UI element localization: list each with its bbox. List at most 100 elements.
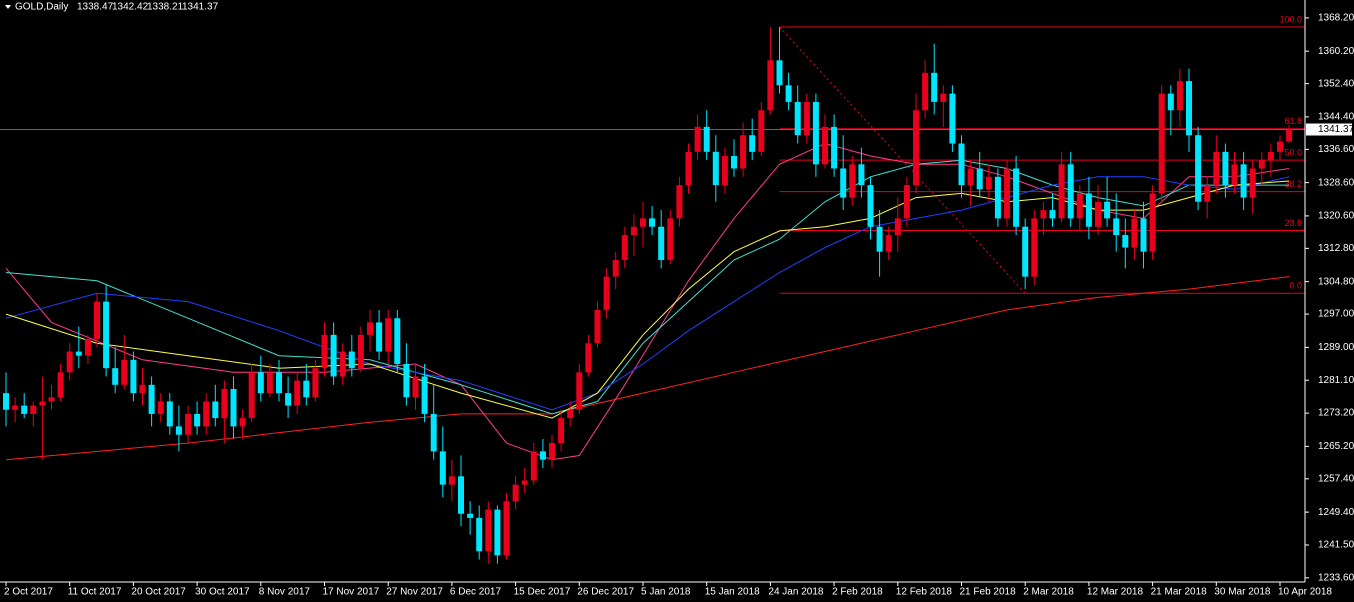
candle-body	[731, 156, 737, 169]
candle-body	[294, 380, 301, 406]
fib-level-label: 23.6	[1284, 218, 1302, 228]
x-tick-label: 21 Feb 2018	[960, 587, 1017, 598]
candle-body	[1076, 193, 1083, 219]
fib-level-label: 0.0	[1289, 281, 1302, 291]
y-tick-label: 1289.00	[1318, 342, 1354, 353]
candle-body	[1213, 151, 1220, 186]
candle-body	[721, 156, 728, 186]
candle-body	[585, 343, 592, 373]
candle-body	[212, 401, 219, 419]
candle-body	[1277, 141, 1283, 152]
candle-body	[175, 426, 182, 435]
candle-body	[1067, 164, 1074, 219]
candle-body	[976, 168, 983, 190]
candle-body	[740, 135, 747, 169]
candle-body	[330, 334, 337, 377]
candle-body	[230, 388, 237, 427]
candle-body	[767, 60, 774, 111]
candle-body	[1176, 81, 1183, 111]
candle-body	[12, 405, 19, 410]
plot-area: 100.0 61.8 50.0 38.2 23.6 0.0	[0, 14, 1305, 564]
candle-body	[776, 60, 783, 86]
candle-body	[257, 372, 264, 394]
candle-body	[39, 401, 46, 406]
y-tick-label: 1344.40	[1318, 112, 1354, 123]
candle-body	[1113, 218, 1120, 236]
candle-body	[667, 218, 674, 261]
x-tick-label: 26 Dec 2017	[577, 587, 634, 598]
candle-body	[494, 509, 501, 556]
candle-body	[858, 164, 865, 186]
x-tick-label: 11 Oct 2017	[68, 587, 122, 598]
x-tick-label: 15 Jan 2018	[705, 587, 760, 598]
y-tick-label: 1360.20	[1318, 46, 1354, 57]
menu-icon[interactable]	[5, 5, 11, 9]
candle-body	[285, 393, 292, 406]
candle-body	[467, 513, 474, 518]
x-tick-label: 12 Mar 2018	[1087, 587, 1144, 598]
candle-body	[194, 413, 201, 427]
candle-body	[1149, 193, 1156, 252]
candle-body	[1122, 235, 1129, 248]
candle-body	[530, 451, 537, 481]
candle-body	[967, 168, 974, 186]
candle-body	[57, 372, 64, 398]
candle-body	[758, 110, 765, 152]
candle-body	[1249, 168, 1256, 198]
y-tick-label: 1297.00	[1318, 309, 1354, 320]
candle-body	[1040, 210, 1047, 219]
candle-body	[940, 93, 947, 102]
candle-body	[812, 101, 819, 165]
x-tick-label: 6 Dec 2017	[450, 587, 502, 598]
candle-body	[685, 151, 692, 186]
x-tick-label: 30 Mar 2018	[1214, 587, 1271, 598]
candle-body	[48, 397, 55, 402]
moving-average	[5, 180, 1290, 419]
x-tick-label: 17 Nov 2017	[323, 587, 380, 598]
x-tick-label: 5 Jan 2018	[641, 587, 691, 598]
low-price: 1338.21	[147, 2, 184, 13]
candle-body	[558, 418, 565, 444]
candle-body	[1267, 151, 1274, 161]
candle-body	[549, 443, 555, 460]
candle-body	[621, 235, 628, 261]
candle-body	[166, 401, 173, 427]
y-tick-label: 1304.80	[1318, 276, 1354, 287]
fib-level-label: 100.0	[1279, 14, 1302, 24]
moving-average	[5, 276, 1290, 461]
candle-body	[348, 351, 355, 369]
candle-body	[103, 301, 110, 369]
candle-body	[1131, 218, 1138, 248]
candle-body	[949, 93, 956, 144]
y-tick-label: 1241.50	[1318, 540, 1354, 551]
candle-body	[1195, 135, 1202, 202]
y-tick-label: 1233.60	[1318, 572, 1354, 583]
candle-body	[503, 501, 510, 556]
candle-body	[985, 176, 992, 190]
candle-body	[394, 318, 401, 365]
candle-body	[1158, 93, 1165, 194]
candle-body	[458, 476, 464, 514]
candle-body	[1240, 164, 1247, 198]
x-tick-label: 12 Feb 2018	[896, 587, 953, 598]
candle-body	[312, 368, 319, 398]
candle-body	[367, 322, 373, 335]
y-tick-label: 1257.40	[1318, 473, 1354, 484]
candle-body	[376, 322, 383, 352]
candle-body	[439, 451, 446, 485]
candle-body	[658, 226, 665, 261]
candle-body	[539, 451, 546, 460]
candle-body	[1140, 218, 1147, 252]
x-tick-label: 10 Apr 2018	[1278, 587, 1332, 598]
y-tick-label: 1320.60	[1318, 211, 1354, 222]
candle-body	[94, 301, 100, 340]
x-tick-label: 2 Oct 2017	[4, 587, 53, 598]
candle-body	[75, 351, 82, 356]
candle-body	[3, 393, 9, 410]
candle-body	[430, 413, 437, 452]
moving-average	[5, 159, 1290, 415]
candle-body	[21, 405, 28, 414]
y-tick-label: 1273.20	[1318, 408, 1354, 419]
